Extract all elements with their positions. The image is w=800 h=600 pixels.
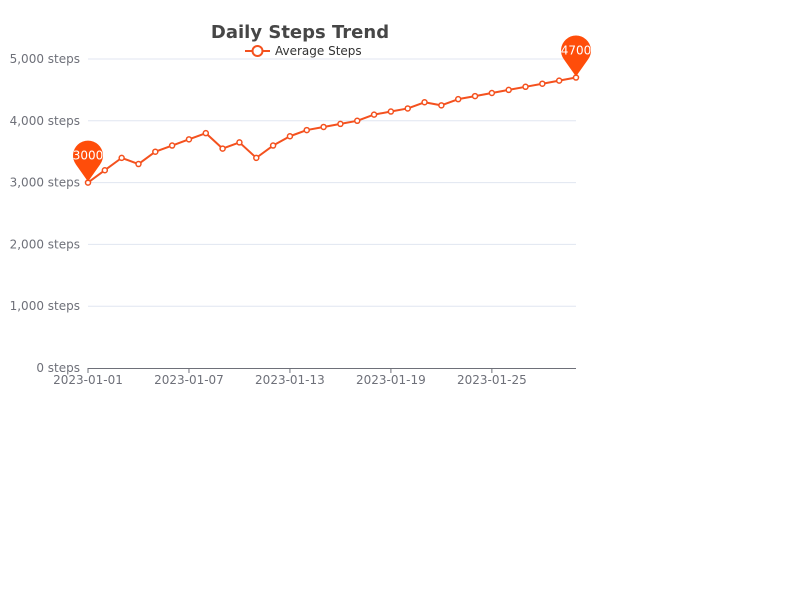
data-point [505,86,512,94]
data-point [555,77,563,84]
extreme-markers: 3000 4700 [73,35,592,182]
grid-lines [88,58,576,307]
data-point [488,89,496,97]
data-point [253,154,260,162]
data-point [152,148,159,155]
data-point [387,108,395,115]
data-point [438,102,445,109]
legend-marker-swatch [251,45,264,57]
data-point [185,136,193,143]
data-point [303,126,311,134]
data-point [421,99,428,106]
data-point [370,111,378,118]
data-point [168,142,176,149]
data-point [286,133,294,140]
legend[interactable]: Average Steps [245,44,362,58]
y-tick-label: 5,000 steps [10,52,80,66]
data-point [539,80,546,87]
y-tick-label: 1,000 steps [10,299,80,313]
data-point [337,120,344,128]
data-point [101,166,109,174]
legend-entry-average-steps: Average Steps [275,44,362,58]
data-point [219,145,226,152]
data-point [135,160,142,168]
x-tick-label: 2023-01-07 [154,373,224,387]
data-point [353,117,361,125]
y-tick-label: 2,000 steps [10,237,80,251]
marker-label-max: 4700 [561,44,592,58]
y-tick-label: 4,000 steps [10,114,80,128]
y-tick-label: 3,000 steps [10,176,80,190]
series-average-steps [87,76,577,184]
marker-label-min: 3000 [73,149,104,163]
y-axis-tick-labels: 0 steps 1,000 steps 2,000 steps 3,000 steps… [10,52,80,375]
data-point [118,154,125,162]
data-point [320,123,327,131]
x-tick-label: 2023-01-25 [457,373,527,387]
data-point [454,95,462,103]
series-line [87,76,577,184]
x-axis: 2023-01-01 2023-01-07 2023-01-13 2023-01-19… [53,368,576,387]
data-point [471,92,479,100]
data-point [404,105,411,112]
x-tick-label: 2023-01-13 [255,373,325,387]
data-point [522,83,529,91]
data-point [202,129,210,137]
data-point [269,142,277,149]
chart-title: Daily Steps Trend [211,22,389,43]
y-tick-label: 0 steps [36,361,80,375]
x-tick-label: 2023-01-01 [53,373,123,387]
marker-pin-min [73,140,103,182]
data-point [236,139,243,146]
marker-pin-max [561,35,591,77]
x-tick-label: 2023-01-19 [356,373,426,387]
